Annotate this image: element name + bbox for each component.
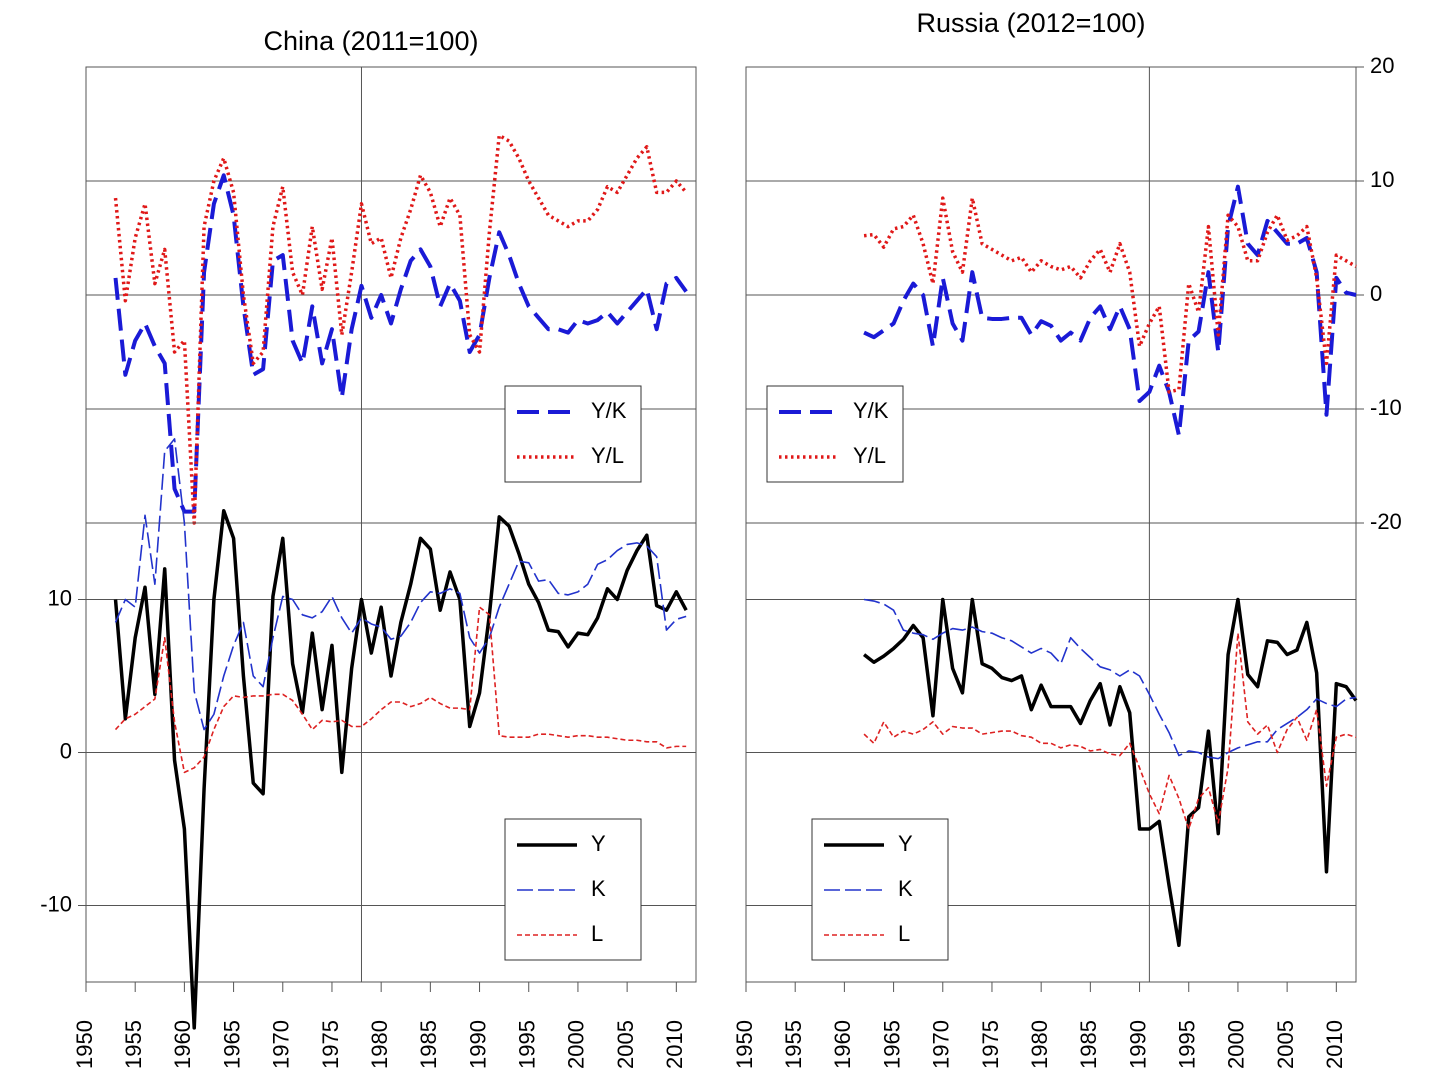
x-tick-label: 1955	[781, 1020, 806, 1069]
y-tick-label: 0	[60, 738, 72, 763]
legend-box	[766, 385, 904, 483]
legend-label: L	[898, 921, 910, 946]
x-tick-label: 2005	[613, 1020, 638, 1069]
data-line	[863, 196, 1357, 394]
x-tick-label: 2010	[662, 1020, 687, 1069]
x-tick-label: 2010	[1322, 1020, 1347, 1069]
x-tick-label: 1985	[1076, 1020, 1101, 1069]
x-tick-label: 1985	[416, 1020, 441, 1069]
legend: YKL	[504, 818, 642, 961]
data-line	[863, 632, 1357, 830]
x-tick-label: 1995	[1175, 1020, 1200, 1069]
x-tick-label: 1990	[1125, 1020, 1150, 1069]
y-tick-label: 0	[1370, 281, 1382, 306]
legend-label: L	[591, 921, 603, 946]
x-tick-label: 1950	[72, 1020, 97, 1069]
data-line	[113, 173, 688, 514]
legend-label: Y/K	[853, 398, 889, 423]
data-line	[113, 509, 688, 1030]
x-tick-label: 2000	[1224, 1020, 1249, 1069]
legend-box	[504, 385, 642, 483]
x-tick-label: 2000	[564, 1020, 589, 1069]
x-tick-label: 1970	[269, 1020, 294, 1069]
y-tick-label: -10	[40, 891, 72, 916]
x-tick-label: 1965	[879, 1020, 904, 1069]
x-tick-label: 1960	[830, 1020, 855, 1069]
legend: YKL	[811, 818, 949, 961]
x-tick-label: 1950	[732, 1020, 757, 1069]
x-tick-label: 1965	[219, 1020, 244, 1069]
chart-title: China (2011=100)	[264, 26, 479, 56]
chart-title: Russia (2012=100)	[917, 8, 1146, 38]
x-tick-label: 1980	[367, 1020, 392, 1069]
data-line	[114, 606, 687, 774]
legend-label: K	[591, 876, 606, 901]
legend-label: Y/L	[853, 443, 886, 468]
x-tick-label: 1960	[170, 1020, 195, 1069]
y-tick-label: 20	[1370, 53, 1394, 78]
data-line	[862, 597, 1358, 948]
x-tick-label: 1975	[978, 1020, 1003, 1069]
x-tick-label: 1970	[929, 1020, 954, 1069]
y-tick-label: 10	[1370, 167, 1394, 192]
legend-label: Y/K	[591, 398, 627, 423]
x-tick-label: 1975	[318, 1020, 343, 1069]
x-tick-label: 1955	[121, 1020, 146, 1069]
y-tick-label: -10	[1370, 395, 1402, 420]
legend: Y/K Y/L	[766, 385, 904, 483]
x-tick-label: 1990	[465, 1020, 490, 1069]
y-tick-label: 10	[48, 585, 72, 610]
x-tick-label: 2005	[1273, 1020, 1298, 1069]
x-tick-label: 1995	[515, 1020, 540, 1069]
legend-label: Y	[898, 831, 913, 856]
legend-label: Y	[591, 831, 606, 856]
x-tick-label: 1980	[1027, 1020, 1052, 1069]
data-line	[114, 438, 687, 731]
legend: Y/K Y/L	[504, 385, 642, 483]
y-tick-label: -20	[1370, 509, 1402, 534]
legend-label: K	[898, 876, 913, 901]
legend-label: Y/L	[591, 443, 624, 468]
data-line	[863, 598, 1357, 760]
data-line	[863, 184, 1357, 438]
